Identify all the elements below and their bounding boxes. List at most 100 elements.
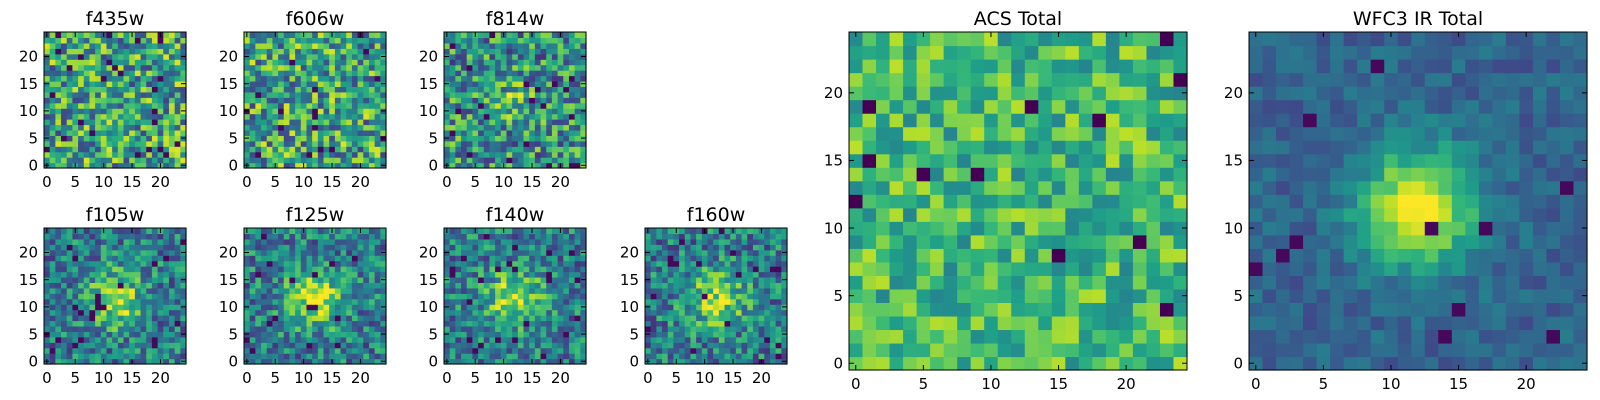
heatmap-cell [357,64,364,71]
heatmap-cell [340,331,347,338]
heatmap-cell [747,249,754,256]
heatmap-cell [72,298,79,305]
heatmap-cell [679,238,686,245]
heatmap-cell [283,64,291,71]
heatmap-cell [1132,180,1148,195]
heatmap-cell [272,53,279,60]
heatmap-cell [317,146,325,153]
heatmap-cell [129,42,136,49]
heatmap-cell [283,331,291,338]
heatmap-cell [168,53,176,60]
heatmap-cell [483,331,491,338]
heatmap-cell [49,276,56,283]
heatmap-cell [478,315,485,322]
heatmap-cell [472,266,479,273]
heatmap-cell [730,255,737,262]
x-tick-label: 20 [752,369,771,387]
heatmap-cell [752,249,760,256]
heatmap-cell [283,271,291,278]
heatmap-cell [55,113,62,120]
heatmap-cell [466,271,473,278]
heatmap-cell [351,244,359,251]
heatmap-cell [546,53,553,60]
heatmap-cell [466,108,473,115]
heatmap-cell [781,309,788,316]
heatmap-cell [1092,221,1107,236]
heatmap-cell [374,135,381,142]
heatmap-cell [180,32,187,39]
heatmap-cell [546,238,553,245]
heatmap-cell [380,298,387,305]
heatmap-cell [340,249,347,256]
heatmap-cell [478,238,485,245]
heatmap-cell [357,97,364,104]
heatmap-cell [168,64,176,71]
heatmap-cell [346,102,353,109]
heatmap-cell [129,325,136,332]
heatmap-cell [735,336,743,343]
heatmap-cell [368,86,376,93]
heatmap-cell [329,342,336,349]
heatmap-cell [55,358,62,365]
heatmap-cell [100,287,108,294]
heatmap-cell [540,325,547,332]
heatmap-cell [741,342,748,349]
heatmap-cell [889,288,904,303]
heatmap-cell [140,228,147,235]
heatmap-cell [168,140,176,147]
heatmap-cell [523,266,530,273]
heatmap-cell [61,293,68,300]
heatmap-cell [997,288,1012,303]
heatmap-cell [255,124,262,131]
heatmap-cell [735,233,743,240]
heatmap-cell [449,244,456,251]
heatmap-cell [134,320,142,327]
heatmap-cell [140,260,147,267]
heatmap-cell [540,271,547,278]
heatmap-cell [662,287,669,294]
heatmap-cell [44,325,51,332]
heatmap-cell [55,336,62,343]
heatmap-cell [752,325,760,332]
heatmap-cell [684,238,692,245]
heatmap-cell [506,162,513,169]
heatmap-cell [574,271,581,278]
heatmap-cell [300,48,308,55]
heatmap-cell [380,255,387,262]
heatmap-cell [89,59,96,66]
heatmap-cell [163,140,170,147]
heatmap-cell [489,309,496,316]
heatmap-cell [529,42,536,49]
heatmap-cell [134,244,142,251]
heatmap-cell [44,140,51,147]
heatmap-cell [568,108,576,115]
heatmap-cell [534,233,542,240]
heatmap-cell [747,320,754,327]
heatmap-cell [249,271,256,278]
heatmap-cell [272,64,279,71]
heatmap-cell [724,249,731,256]
heatmap-cell [724,336,731,343]
heatmap-cell [151,325,159,332]
heatmap-cell [100,59,108,66]
heatmap-cell [568,157,576,164]
heatmap-cell [317,353,325,360]
heatmap-cell [690,353,697,360]
heatmap-cell [380,260,387,267]
heatmap-cell [112,325,119,332]
heatmap-cell [323,353,330,360]
heatmap-cell [645,271,652,278]
heatmap-cell [329,135,336,142]
heatmap-cell [129,80,136,87]
heatmap-cell [312,37,319,44]
heatmap-cell [1011,275,1026,290]
heatmap-cell [146,249,153,256]
heatmap-cell [306,276,313,283]
heatmap-cell [551,353,559,360]
heatmap-cell [72,151,79,158]
heatmap-cell [368,91,376,98]
heatmap-cell [306,129,313,136]
heatmap-cell [517,331,525,338]
heatmap-cell [112,157,119,164]
heatmap-cell [106,91,113,98]
